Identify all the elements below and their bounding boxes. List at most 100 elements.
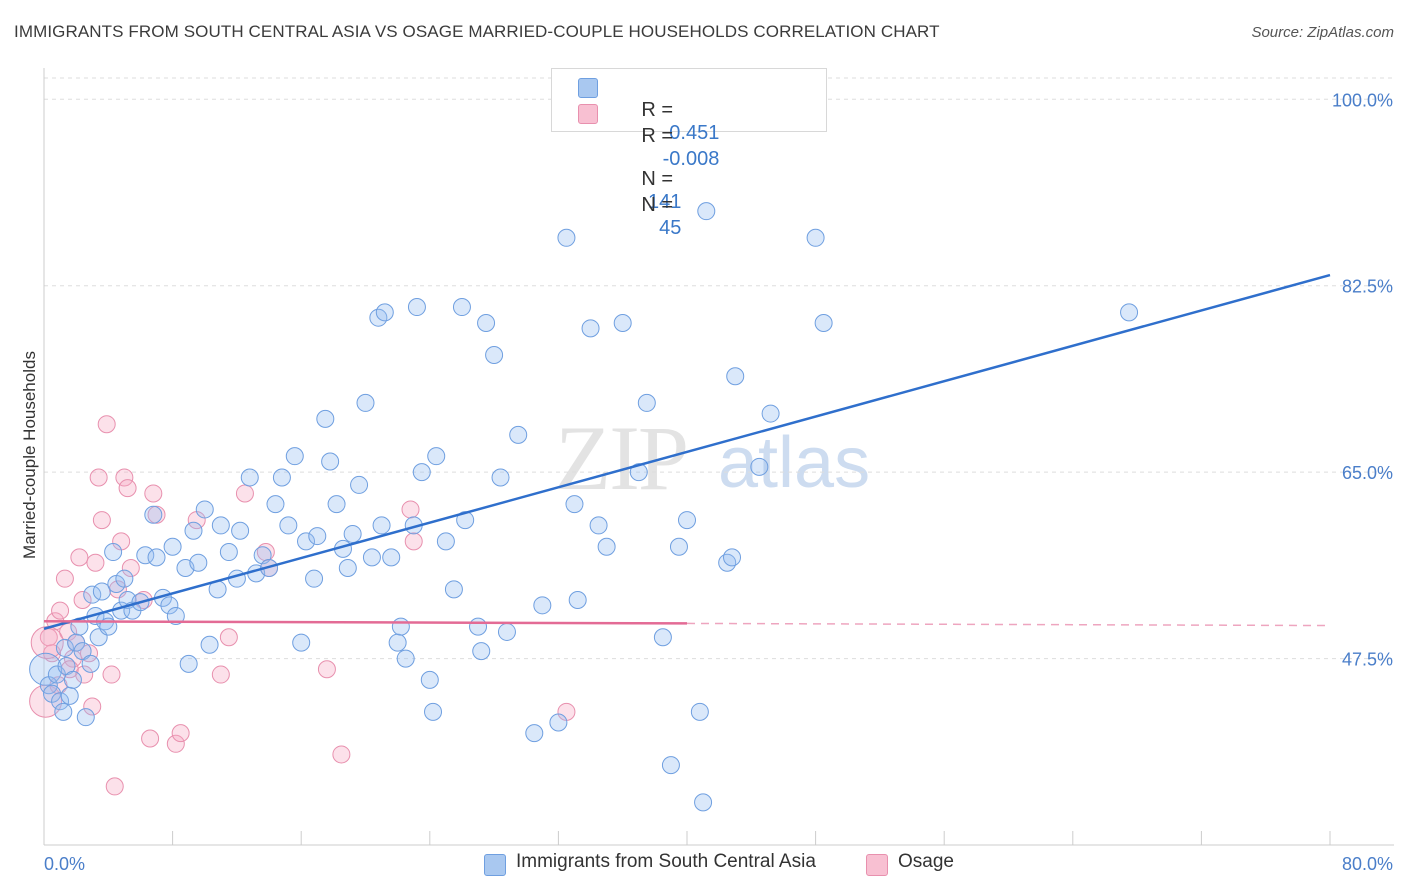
immigrants-point bbox=[525, 724, 544, 743]
immigrants-point bbox=[653, 628, 672, 647]
immigrants-point bbox=[697, 202, 716, 221]
immigrants-point bbox=[396, 649, 415, 668]
immigrants-point bbox=[54, 702, 73, 721]
osage-point bbox=[141, 729, 160, 748]
immigrants-point bbox=[412, 463, 431, 482]
trend-lines bbox=[43, 273, 1331, 630]
osage-point bbox=[401, 500, 420, 519]
immigrants-point bbox=[104, 543, 123, 562]
immigrants-point bbox=[1120, 303, 1139, 322]
immigrants-point bbox=[372, 516, 391, 535]
y-tick-label: 47.5% bbox=[1342, 650, 1393, 670]
immigrants-point bbox=[690, 702, 709, 721]
osage-point bbox=[86, 553, 105, 572]
legend-r-value: -0.008 bbox=[662, 148, 720, 170]
immigrants-point bbox=[272, 468, 291, 487]
immigrants-point bbox=[321, 452, 340, 471]
legend-row-osage: R = -0.008 N = 45 bbox=[578, 102, 719, 239]
osage-point bbox=[70, 548, 89, 567]
legend-r-label: R = bbox=[641, 99, 674, 121]
immigrants-point bbox=[750, 457, 769, 476]
immigrants-point bbox=[568, 590, 587, 609]
immigrants-point bbox=[356, 393, 375, 412]
immigrants-point bbox=[427, 447, 446, 466]
legend-n-label: N = bbox=[641, 194, 674, 216]
immigrants-point bbox=[472, 642, 491, 661]
immigrants-point bbox=[211, 516, 230, 535]
immigrants-point bbox=[388, 633, 407, 652]
immigrants-point bbox=[718, 553, 737, 572]
immigrants-point bbox=[436, 532, 455, 551]
immigrants-point bbox=[147, 548, 166, 567]
osage-point bbox=[102, 665, 121, 684]
immigrants-point bbox=[382, 548, 401, 567]
x-tick-label: 80.0% bbox=[1342, 854, 1393, 874]
immigrants-point bbox=[477, 314, 496, 333]
immigrants-point bbox=[76, 708, 95, 727]
y-tick-label: 100.0% bbox=[1332, 90, 1393, 110]
immigrants-point bbox=[726, 367, 745, 386]
immigrants-point bbox=[444, 580, 463, 599]
osage-point bbox=[121, 559, 140, 578]
axis-layer: 47.5% 65.0% 82.5% 100.0% 0.0% 80.0% bbox=[43, 68, 1394, 874]
immigrants-point bbox=[55, 638, 74, 657]
immigrants-point bbox=[63, 670, 82, 689]
legend-swatch-osage bbox=[578, 104, 598, 124]
osage-point bbox=[118, 479, 137, 498]
immigrants-point bbox=[597, 537, 616, 556]
osage-points bbox=[29, 415, 576, 796]
legend-r-value: 0.451 bbox=[669, 122, 720, 144]
osage-point bbox=[219, 628, 238, 647]
immigrants-point bbox=[195, 500, 214, 519]
chart-title: IMMIGRANTS FROM SOUTH CENTRAL ASIA VS OS… bbox=[14, 22, 940, 41]
immigrants-point bbox=[452, 298, 471, 317]
immigrants-point bbox=[285, 447, 304, 466]
osage-point bbox=[317, 660, 336, 679]
osage-point bbox=[97, 415, 116, 434]
immigrants-point bbox=[637, 393, 656, 412]
legend-n-value: 45 bbox=[659, 217, 682, 239]
immigrants-point bbox=[497, 622, 516, 641]
immigrants-point bbox=[327, 495, 346, 514]
immigrants-point bbox=[266, 495, 285, 514]
immigrants-point bbox=[308, 527, 327, 546]
immigrants-point bbox=[305, 569, 324, 588]
immigrants-point bbox=[678, 511, 696, 530]
immigrants-point bbox=[491, 468, 510, 487]
immigrants-point bbox=[189, 553, 208, 572]
source-label: Source: ZipAtlas.com bbox=[1251, 24, 1394, 41]
osage-trend-line-dashed bbox=[686, 622, 1331, 627]
immigrants-point bbox=[184, 521, 203, 540]
immigrants-point bbox=[362, 548, 381, 567]
y-axis-label: Married-couple Households bbox=[20, 351, 39, 559]
bottom-legend-label-osage: Osage bbox=[898, 851, 954, 872]
immigrants-point bbox=[350, 475, 369, 494]
immigrants-point bbox=[338, 559, 357, 578]
immigrants-point bbox=[29, 652, 63, 686]
bottom-legend-label-immigrants: Immigrants from South Central Asia bbox=[516, 851, 816, 872]
immigrants-point bbox=[279, 516, 298, 535]
immigrants-point bbox=[316, 409, 335, 428]
immigrants-point bbox=[60, 686, 79, 705]
bottom-legend-swatch-immigrants bbox=[484, 854, 506, 876]
osage-point bbox=[144, 484, 163, 503]
immigrants-point bbox=[669, 537, 688, 556]
immigrants-point bbox=[565, 495, 584, 514]
osage-point bbox=[73, 590, 92, 609]
immigrants-point bbox=[73, 642, 92, 661]
immigrants-points bbox=[29, 202, 1139, 812]
immigrants-point bbox=[723, 548, 742, 567]
immigrants-point bbox=[581, 319, 600, 338]
immigrants-point bbox=[613, 314, 632, 333]
immigrants-point bbox=[485, 345, 504, 364]
immigrants-point bbox=[160, 596, 179, 615]
osage-point bbox=[55, 569, 74, 588]
y-tick-label: 65.0% bbox=[1342, 463, 1393, 483]
immigrants-point bbox=[343, 524, 362, 543]
immigrants-point bbox=[694, 793, 713, 812]
osage-point bbox=[332, 745, 351, 764]
immigrants-point bbox=[81, 654, 100, 673]
osage-point bbox=[171, 724, 190, 743]
immigrants-point bbox=[533, 596, 552, 615]
osage-point bbox=[51, 601, 70, 620]
